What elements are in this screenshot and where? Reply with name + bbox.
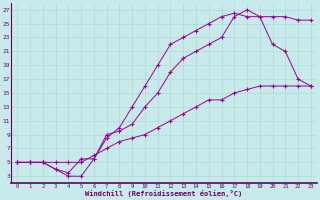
X-axis label: Windchill (Refroidissement éolien,°C): Windchill (Refroidissement éolien,°C): [85, 190, 243, 197]
